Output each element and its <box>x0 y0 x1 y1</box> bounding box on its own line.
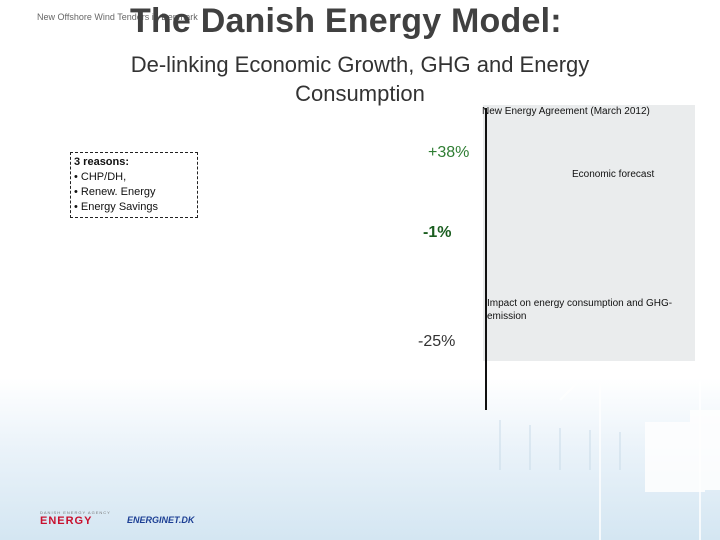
reasons-box: 3 reasons: • CHP/DH, • Renew. Energy • E… <box>70 152 198 218</box>
impact-label: Impact on energy consumption and GHG-emi… <box>487 298 673 322</box>
agreement-label: New Energy Agreement (March 2012) <box>482 106 650 117</box>
energy-agency-logo: DANISH ENERGY AGENCY ENERGY <box>40 510 111 527</box>
reason-item: • Renew. Energy <box>74 186 156 198</box>
header-note: New Offshore Wind Tenders in Denmark <box>37 12 198 22</box>
slide-subtitle: De-linking Economic Growth, GHG and Ener… <box>130 52 590 106</box>
reason-item: • Energy Savings <box>74 201 158 213</box>
energy-agency-small-text: DANISH ENERGY AGENCY <box>40 510 111 515</box>
reason-item: • CHP/DH, <box>74 171 127 183</box>
economic-forecast-label: Economic forecast <box>572 169 655 180</box>
agreement-marker-line <box>485 108 487 410</box>
energinet-logo: ENERGINET.DK <box>127 515 195 525</box>
slide-title: The Danish Energy Model: <box>130 2 562 40</box>
energy-agency-text: ENERGY <box>40 515 93 527</box>
energy-annotation: -1% <box>423 224 452 241</box>
ghg-annotation: -25% <box>418 333 456 350</box>
growth-annotation: +38% <box>428 144 470 161</box>
reasons-heading: 3 reasons: <box>74 156 130 168</box>
forecast-panel <box>483 105 695 361</box>
